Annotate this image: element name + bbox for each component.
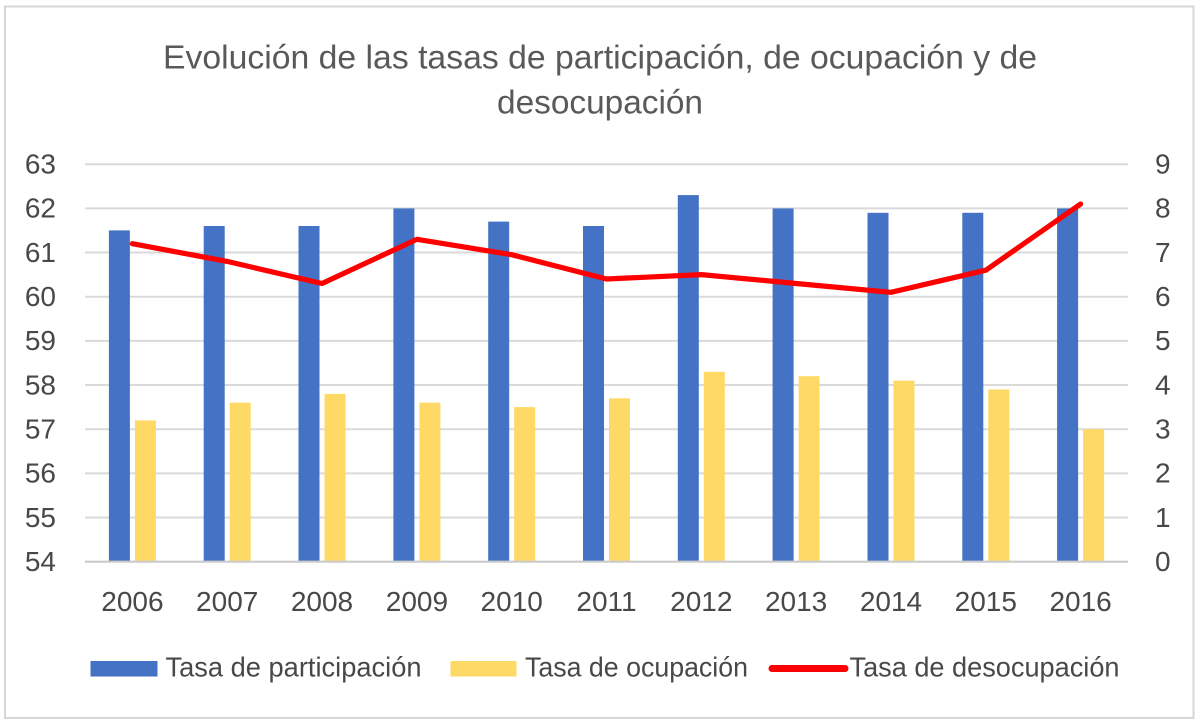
- svg-text:2007: 2007: [196, 586, 258, 617]
- svg-text:59: 59: [25, 325, 56, 356]
- svg-text:desocupación: desocupación: [497, 84, 703, 121]
- svg-text:2: 2: [1155, 458, 1171, 489]
- svg-text:2012: 2012: [670, 586, 732, 617]
- svg-text:63: 63: [25, 149, 56, 180]
- svg-text:9: 9: [1155, 149, 1171, 180]
- svg-text:2011: 2011: [576, 586, 636, 617]
- svg-text:57: 57: [25, 414, 56, 445]
- svg-text:61: 61: [25, 237, 56, 268]
- svg-text:5: 5: [1155, 325, 1171, 356]
- svg-text:2015: 2015: [955, 586, 1017, 617]
- svg-text:2009: 2009: [386, 586, 448, 617]
- svg-text:7: 7: [1155, 237, 1171, 268]
- svg-text:Tasa de desocupación: Tasa de desocupación: [850, 652, 1120, 683]
- svg-text:8: 8: [1155, 193, 1171, 224]
- svg-text:2006: 2006: [101, 586, 163, 617]
- svg-text:54: 54: [25, 546, 56, 577]
- svg-text:6: 6: [1155, 281, 1171, 312]
- svg-text:Tasa de participación: Tasa de participación: [166, 652, 422, 683]
- svg-text:56: 56: [25, 458, 56, 489]
- svg-text:2016: 2016: [1049, 586, 1111, 617]
- svg-text:2013: 2013: [765, 586, 827, 617]
- svg-text:3: 3: [1155, 414, 1171, 445]
- svg-text:55: 55: [25, 502, 56, 533]
- svg-text:2014: 2014: [860, 586, 922, 617]
- svg-text:Evolución de las tasas de part: Evolución de las tasas de participación,…: [163, 38, 1037, 75]
- svg-text:4: 4: [1155, 369, 1171, 400]
- svg-text:1: 1: [1155, 502, 1171, 533]
- svg-text:58: 58: [25, 369, 56, 400]
- svg-text:Tasa de ocupación: Tasa de ocupación: [525, 652, 748, 683]
- svg-text:2008: 2008: [291, 586, 353, 617]
- svg-text:2010: 2010: [481, 586, 543, 617]
- svg-text:60: 60: [25, 281, 56, 312]
- svg-text:62: 62: [25, 193, 56, 224]
- svg-text:0: 0: [1155, 546, 1171, 577]
